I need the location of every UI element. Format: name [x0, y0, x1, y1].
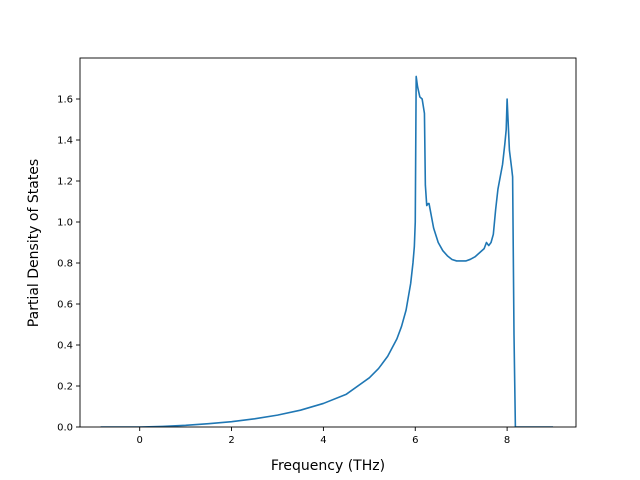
- y-tick-label: 0.6: [57, 300, 73, 311]
- y-axis-label: Partial Density of States: [26, 159, 42, 327]
- plot-area: [79, 57, 577, 428]
- x-tick-label: 4: [320, 435, 326, 446]
- y-tick-label: 0.4: [57, 341, 73, 352]
- y-tick-label: 1.4: [57, 136, 73, 147]
- x-tick-label: 8: [504, 435, 510, 446]
- x-tick-label: 6: [412, 435, 418, 446]
- y-axis: 0.0 0.2 0.4 0.6 0.8 1.0 1.2 1.4 1.6: [57, 95, 80, 434]
- x-tick-label: 2: [228, 435, 234, 446]
- y-tick-label: 0.2: [57, 382, 73, 393]
- y-tick-label: 1.2: [57, 177, 73, 188]
- y-tick-label: 1.0: [57, 218, 73, 229]
- y-tick-label: 1.6: [57, 95, 73, 106]
- y-tick-label: 0.0: [57, 423, 73, 434]
- axes-frame: [79, 57, 577, 428]
- y-tick-label: 0.8: [57, 259, 73, 270]
- x-tick-label: 0: [137, 435, 143, 446]
- series-line-0: [100, 75, 554, 427]
- x-axis: 0 2 4 6 8: [137, 427, 510, 446]
- x-axis-label: Frequency (THz): [271, 458, 385, 474]
